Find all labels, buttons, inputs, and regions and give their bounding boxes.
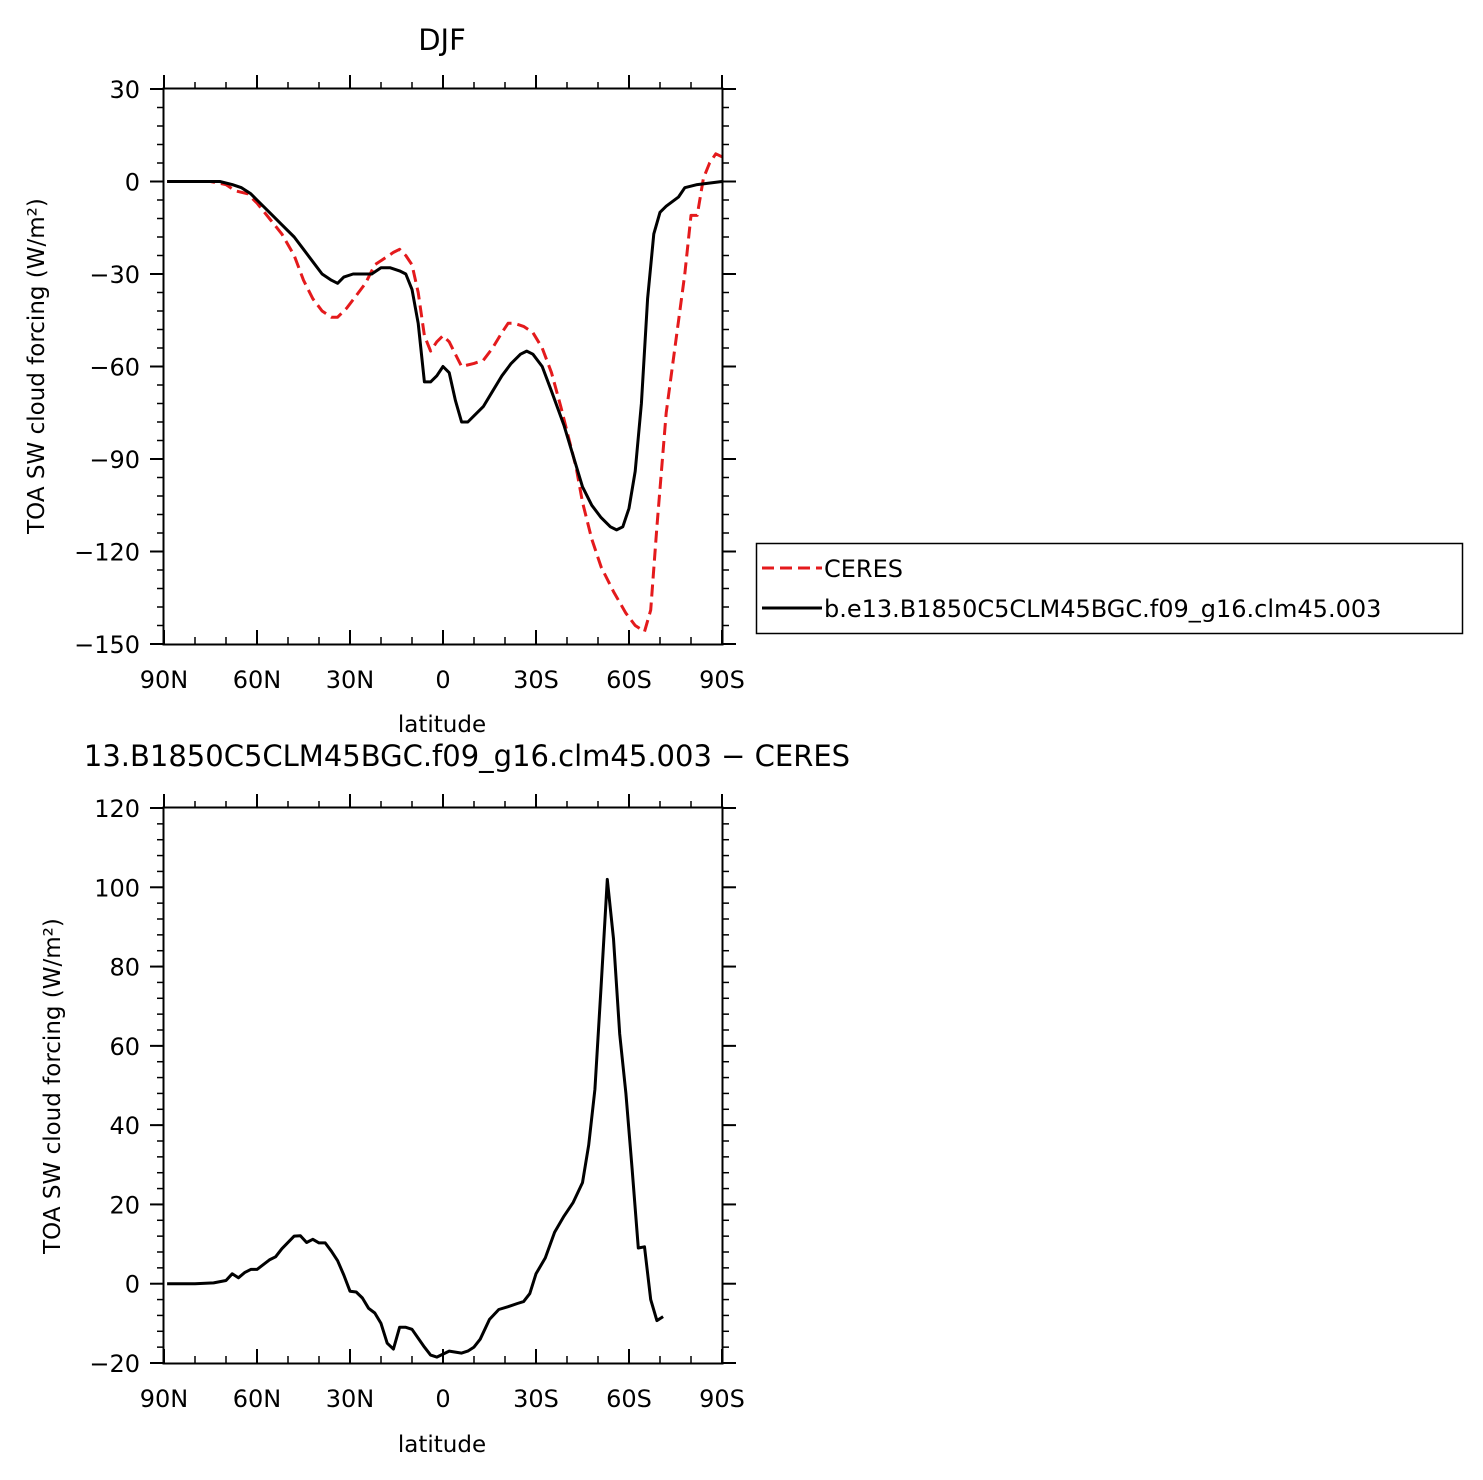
y-tick-label: 0 [125,169,140,197]
panel-2-frame [162,806,724,1365]
x-tick-label: 0 [435,1385,450,1413]
panel-2-ticks: 90N 60N 30N 0 30S 60S 90S 120 100 80 60 40 20 0 −20 [89,794,745,1413]
x-tick-label: 0 [435,666,450,694]
y-tick-label: −120 [74,539,140,567]
difference-panel: 13.B1850C5CLM45BGC.f09_g16.clm45.003 − C… [40,739,850,1458]
ceres-line [167,152,723,634]
y-tick-label: 100 [94,874,140,902]
x-tick-label: 60S [606,666,652,694]
panel-2-ylabel: TOA SW cloud forcing (W/m²) [40,918,66,1255]
panel-1-xlabel: latitude [398,712,486,738]
y-tick-label: 40 [109,1112,140,1140]
y-tick-label: −90 [89,446,140,474]
x-tick-label: 30S [513,666,559,694]
difference-line [167,877,664,1359]
x-tick-label: 30N [326,1385,375,1413]
x-tick-label: 60N [233,1385,282,1413]
y-tick-label: 80 [109,954,140,982]
y-tick-label: 60 [109,1033,140,1061]
y-tick-label: 120 [94,795,140,823]
panel-2-xlabel: latitude [398,1432,486,1458]
y-tick-label: −20 [89,1350,140,1378]
panel-1-series [167,152,723,634]
panel-2-title: 13.B1850C5CLM45BGC.f09_g16.clm45.003 − C… [84,739,850,773]
x-tick-label: 90N [140,1385,189,1413]
y-tick-label: −150 [74,631,140,659]
panel-1-frame [162,87,724,646]
panel-1-ticks: 90N 60N 30N 0 30S 60S 90S 30 0 −30 −60 −90 −120 −150 [74,75,745,694]
djf-panel: DJF 90N 60N 30N 0 30S 60S 90S 30 0 −30 −60 −90 −120 −… [24,23,1464,738]
panel-1-title: DJF [418,23,466,57]
panel-2-series [167,877,664,1359]
x-tick-label: 60N [233,666,282,694]
x-tick-label: 90N [140,666,189,694]
y-tick-label: 30 [109,76,140,104]
x-tick-label: 30S [513,1385,559,1413]
x-tick-label: 30N [326,666,375,694]
x-tick-label: 60S [606,1385,652,1413]
legend-box [755,542,1464,635]
x-tick-label: 90S [699,1385,745,1413]
legend-label-ceres: CERES [824,555,903,583]
y-tick-label: 0 [125,1271,140,1299]
panel-1-ylabel: TOA SW cloud forcing (W/m²) [24,198,50,535]
model-line [167,180,723,532]
legend-label-model: b.e13.B1850C5CLM45BGC.f09_g16.clm45.003 [824,595,1381,623]
y-tick-label: −30 [89,261,140,289]
legend: CERES b.e13.B1850C5CLM45BGC.f09_g16.clm4… [755,542,1464,635]
y-tick-label: −60 [89,354,140,382]
y-tick-label: 20 [109,1191,140,1219]
x-tick-label: 90S [699,666,745,694]
